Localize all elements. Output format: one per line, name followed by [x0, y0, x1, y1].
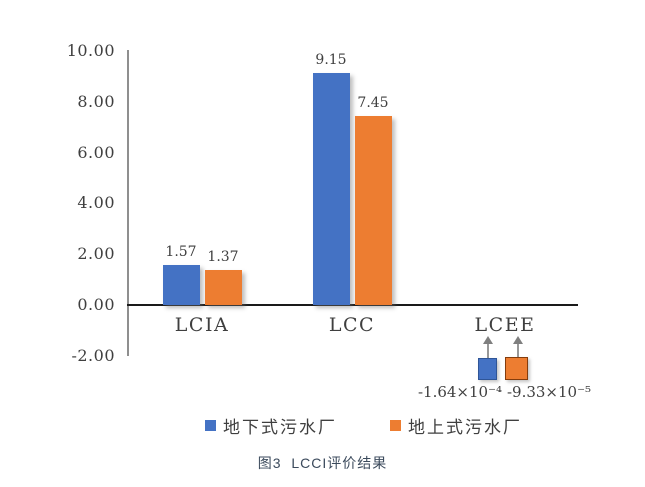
lcee-value-aboveground: -9.33×10⁻⁵: [506, 383, 592, 401]
lcee-value-underground: -1.64×10⁻⁴: [417, 383, 503, 401]
lcee-marker-underground: [478, 358, 497, 380]
y-tick-label: -2.00: [71, 345, 115, 365]
lcee-marker-aboveground: [505, 357, 528, 380]
bar-lcia-aboveground: [205, 270, 242, 305]
figure-caption: 图3 LCCI评价结果: [257, 455, 388, 471]
y-axis-line: [127, 50, 129, 356]
arrow-up-icon: [483, 336, 493, 358]
legend-label-aboveground: 地上式污水厂: [408, 417, 522, 438]
legend-item-underground: 地下式污水厂: [205, 414, 337, 438]
bar-value-label: 9.15: [315, 52, 347, 68]
y-tick-label: 2.00: [77, 244, 115, 264]
category-label-lcc: LCC: [328, 314, 376, 336]
legend-swatch-blue: [205, 419, 216, 431]
arrow-up-icon: [513, 336, 523, 358]
y-tick-label: 8.00: [77, 91, 115, 111]
y-tick-label: 6.00: [77, 142, 115, 162]
bar-value-label: 1.37: [207, 249, 239, 265]
y-tick-label: 10.00: [66, 41, 115, 61]
legend-label-underground: 地下式污水厂: [223, 417, 337, 438]
bar-lcia-underground: [163, 265, 200, 305]
y-tick-label: 0.00: [77, 295, 115, 314]
category-label-lcia: LCIA: [174, 314, 230, 336]
y-tick-label: 4.00: [77, 193, 115, 213]
bar-value-label: 1.57: [165, 244, 197, 260]
category-label-lcee: LCEE: [474, 314, 536, 336]
legend: 地下式污水厂 地上式污水厂: [0, 414, 645, 438]
x-axis-line: [127, 304, 578, 306]
bar-lcc-underground: [313, 73, 350, 305]
bar-lcc-aboveground: [355, 116, 392, 305]
legend-item-aboveground: 地上式污水厂: [390, 414, 522, 438]
legend-swatch-orange: [390, 419, 401, 431]
bar-value-label: 7.45: [357, 95, 389, 111]
